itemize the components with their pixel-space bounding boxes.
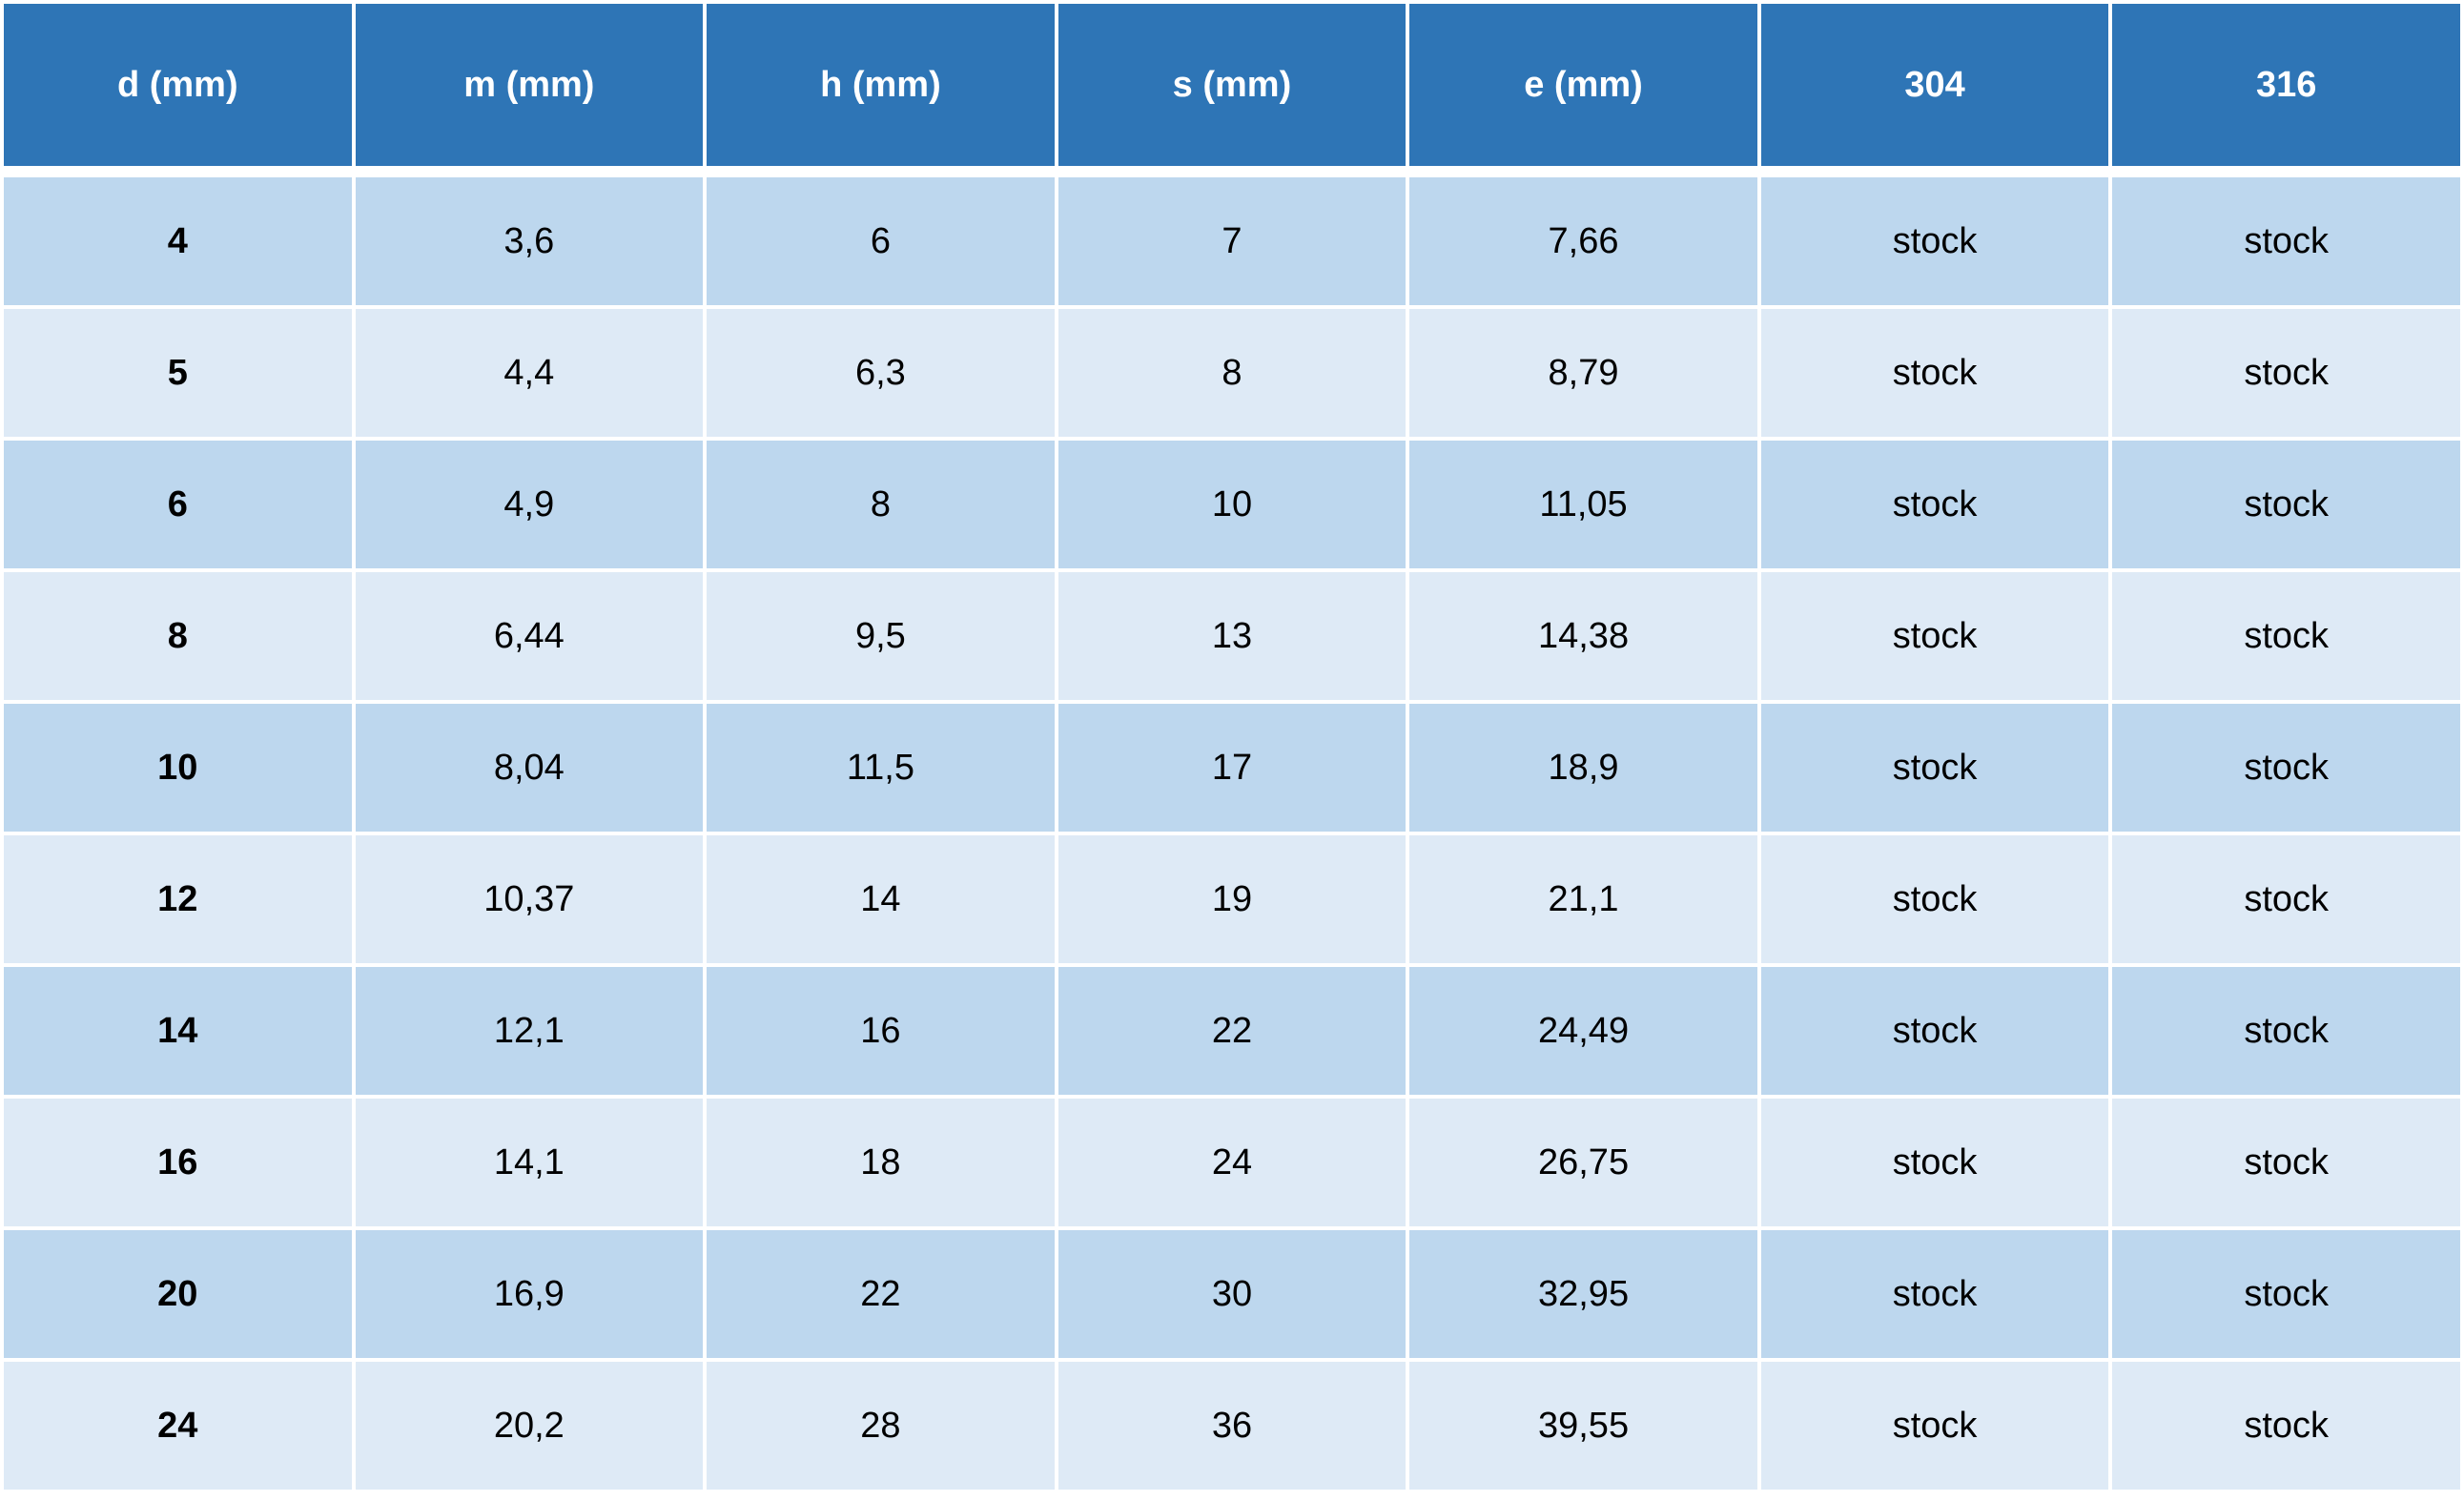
table-cell: 8: [707, 441, 1055, 568]
table-cell: 39,55: [1409, 1362, 1757, 1490]
table-cell: 30: [1057, 1230, 1407, 1358]
table-cell: stock: [2112, 967, 2460, 1095]
table-cell: 12,1: [355, 967, 704, 1095]
size-cell: 6: [4, 441, 352, 568]
table-cell: stock: [1760, 704, 2109, 832]
header-cell: h (mm): [707, 4, 1055, 174]
table-cell: 4,4: [355, 309, 704, 437]
table-cell: 28: [707, 1362, 1055, 1490]
table-cell: stock: [2112, 572, 2460, 700]
header-cell: 316: [2112, 4, 2460, 174]
table-cell: stock: [1760, 309, 2109, 437]
table-cell: 17: [1057, 704, 1407, 832]
table-cell: stock: [2112, 1362, 2460, 1490]
table-cell: 24: [1057, 1099, 1407, 1226]
table-cell: stock: [2112, 177, 2460, 305]
table-cell: stock: [1760, 967, 2109, 1095]
table-cell: stock: [2112, 1230, 2460, 1358]
table-cell: 19: [1057, 835, 1407, 963]
size-cell: 24: [4, 1362, 352, 1490]
table-cell: 14,1: [355, 1099, 704, 1226]
table-cell: 22: [707, 1230, 1055, 1358]
table-cell: stock: [1760, 572, 2109, 700]
table-cell: 8: [1057, 309, 1407, 437]
table-cell: stock: [1760, 1099, 2109, 1226]
table-cell: 4,9: [355, 441, 704, 568]
header-cell: e (mm): [1409, 4, 1757, 174]
table-cell: stock: [2112, 1099, 2460, 1226]
table-cell: 36: [1057, 1362, 1407, 1490]
table-cell: 21,1: [1409, 835, 1757, 963]
size-cell: 4: [4, 177, 352, 305]
table-cell: stock: [1760, 177, 2109, 305]
size-cell: 14: [4, 967, 352, 1095]
table-cell: 18: [707, 1099, 1055, 1226]
table-cell: 6,44: [355, 572, 704, 700]
table-cell: 22: [1057, 967, 1407, 1095]
table-cell: stock: [2112, 704, 2460, 832]
table-cell: stock: [2112, 835, 2460, 963]
table-row: 8 6,44 9,5 13 14,38 stock stock: [4, 572, 2460, 700]
table-cell: stock: [1760, 1230, 2109, 1358]
table-cell: 16: [707, 967, 1055, 1095]
size-cell: 5: [4, 309, 352, 437]
table-row: 24 20,2 28 36 39,55 stock stock: [4, 1362, 2460, 1490]
table-row: 12 10,37 14 19 21,1 stock stock: [4, 835, 2460, 963]
table-cell: 14: [707, 835, 1055, 963]
table-cell: stock: [2112, 441, 2460, 568]
table-cell: 8,04: [355, 704, 704, 832]
table-cell: 18,9: [1409, 704, 1757, 832]
table-cell: 11,5: [707, 704, 1055, 832]
table-cell: 10,37: [355, 835, 704, 963]
table-cell: 6,3: [707, 309, 1055, 437]
table-cell: 9,5: [707, 572, 1055, 700]
table-cell: 8,79: [1409, 309, 1757, 437]
table-row: 14 12,1 16 22 24,49 stock stock: [4, 967, 2460, 1095]
table-row: 5 4,4 6,3 8 8,79 stock stock: [4, 309, 2460, 437]
table-row: 4 3,6 6 7 7,66 stock stock: [4, 177, 2460, 305]
table-cell: 6: [707, 177, 1055, 305]
header-row: d (mm) m (mm) h (mm) s (mm) e (mm) 304 316: [4, 4, 2460, 174]
table-cell: 32,95: [1409, 1230, 1757, 1358]
header-cell: m (mm): [355, 4, 704, 174]
table-cell: 7: [1057, 177, 1407, 305]
table-row: 16 14,1 18 24 26,75 stock stock: [4, 1099, 2460, 1226]
header-cell: 304: [1760, 4, 2109, 174]
table-cell: 7,66: [1409, 177, 1757, 305]
table-cell: stock: [1760, 441, 2109, 568]
size-cell: 16: [4, 1099, 352, 1226]
table-cell: stock: [1760, 1362, 2109, 1490]
table-row: 6 4,9 8 10 11,05 stock stock: [4, 441, 2460, 568]
header-cell: d (mm): [4, 4, 352, 174]
table-cell: 14,38: [1409, 572, 1757, 700]
table-cell: 20,2: [355, 1362, 704, 1490]
table-cell: 10: [1057, 441, 1407, 568]
table-cell: stock: [1760, 835, 2109, 963]
table-cell: 11,05: [1409, 441, 1757, 568]
table-cell: 3,6: [355, 177, 704, 305]
size-cell: 8: [4, 572, 352, 700]
header-cell: s (mm): [1057, 4, 1407, 174]
table-cell: stock: [2112, 309, 2460, 437]
table-row: 10 8,04 11,5 17 18,9 stock stock: [4, 704, 2460, 832]
size-cell: 12: [4, 835, 352, 963]
table-cell: 13: [1057, 572, 1407, 700]
table-cell: 24,49: [1409, 967, 1757, 1095]
size-cell: 20: [4, 1230, 352, 1358]
size-cell: 10: [4, 704, 352, 832]
table-body: 4 3,6 6 7 7,66 stock stock 5 4,4 6,3 8 8,79 stock sto…: [4, 177, 2460, 1490]
table-cell: 16,9: [355, 1230, 704, 1358]
table-header: d (mm) m (mm) h (mm) s (mm) e (mm) 304 316: [4, 4, 2460, 174]
table-row: 20 16,9 22 30 32,95 stock stock: [4, 1230, 2460, 1358]
table-cell: 26,75: [1409, 1099, 1757, 1226]
